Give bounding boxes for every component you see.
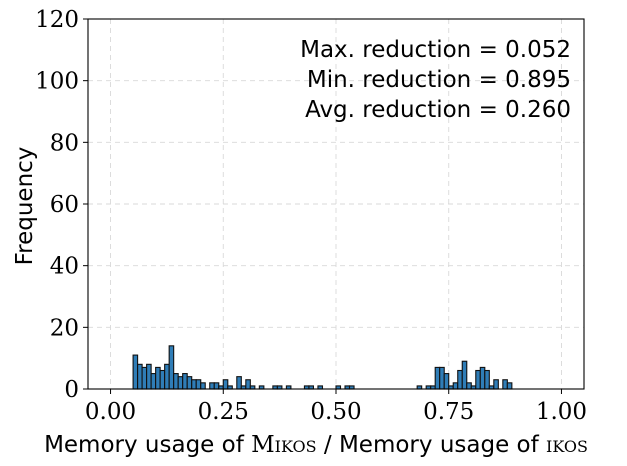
y-tick-label: 0: [64, 377, 79, 403]
histogram-bar: [141, 366, 148, 390]
y-tick-label: 100: [35, 69, 79, 95]
histogram-bar: [452, 382, 459, 390]
histogram-bar: [164, 363, 170, 390]
histogram-bar: [186, 376, 193, 390]
histogram-bars: [132, 345, 513, 390]
x-axis-label-part-2: Mikos: [251, 432, 316, 458]
histogram-bar: [137, 363, 143, 390]
x-axis-label-part-1: Memory usage of: [44, 432, 251, 458]
annotation-line: Avg. reduction = 0.260: [305, 97, 571, 123]
histogram-bar: [434, 366, 441, 390]
histogram-bar: [439, 366, 445, 390]
annotation-line: Max. reduction = 0.052: [300, 37, 571, 63]
histogram-bar: [150, 373, 157, 390]
histogram-bar: [493, 379, 499, 390]
histogram-bar: [213, 382, 220, 390]
histogram-bar: [146, 363, 152, 390]
histogram-bar: [502, 379, 508, 390]
histogram-bar: [479, 366, 486, 390]
histogram-bar: [209, 382, 215, 390]
x-tick-label: 0.00: [85, 399, 136, 425]
y-tick-label: 40: [50, 254, 79, 280]
histogram-bar: [173, 373, 179, 390]
histogram-bar: [182, 373, 188, 390]
histogram-bar: [466, 382, 472, 390]
axis-ticks: 0.00 0.25 0.50 0.75 1.00 0 20 40 60 80 100 120: [35, 7, 587, 425]
histogram-bar: [222, 379, 229, 390]
y-axis-label: Frequency: [12, 147, 38, 266]
histogram-bar: [177, 376, 184, 390]
grid-lines: [88, 18, 584, 390]
histogram-bar: [461, 360, 468, 390]
y-tick-label: 80: [50, 130, 79, 156]
annotation-box: Max. reduction = 0.052 Min. reduction = 0…: [300, 37, 571, 123]
y-tick-label: 20: [50, 315, 79, 341]
histogram-bar: [443, 373, 450, 390]
annotation-line: Min. reduction = 0.895: [307, 67, 571, 93]
x-axis-label: Memory usage of Mikos / Memory usage of …: [44, 432, 588, 458]
histogram-bar: [457, 369, 463, 390]
histogram-bar: [132, 354, 139, 390]
y-tick-label: 120: [35, 7, 79, 33]
x-axis-label-part-4: ikos: [546, 432, 588, 458]
x-tick-label: 0.25: [198, 399, 249, 425]
y-tick-label: 60: [50, 192, 79, 218]
histogram-bar: [168, 345, 175, 390]
histogram-bar: [195, 379, 202, 390]
histogram-bar: [245, 379, 251, 390]
x-tick-label: 0.50: [310, 399, 361, 425]
histogram-bar: [200, 382, 206, 390]
histogram-bar: [191, 379, 197, 390]
histogram-bar: [475, 369, 481, 390]
histogram-bar: [236, 376, 242, 390]
histogram-bar: [506, 382, 513, 390]
x-axis-label-part-3: / Memory usage of: [317, 432, 546, 458]
histogram-bar: [155, 366, 161, 390]
x-tick-label: 0.75: [423, 399, 474, 425]
x-tick-label: 1.00: [536, 399, 587, 425]
histogram-bar: [484, 369, 490, 390]
histogram-bar: [159, 369, 166, 390]
